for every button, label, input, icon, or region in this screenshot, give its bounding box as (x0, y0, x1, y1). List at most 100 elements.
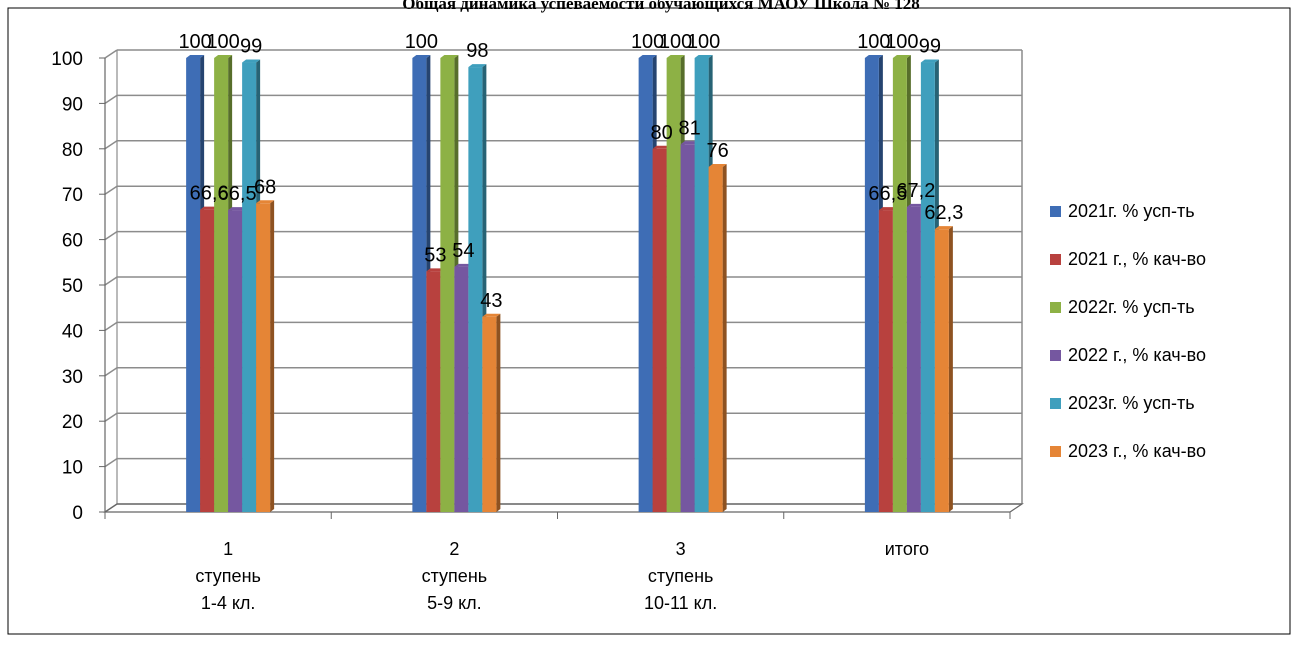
y-tick-label: 80 (62, 140, 83, 161)
bar-front (920, 62, 935, 512)
y-tick-label: 100 (51, 49, 83, 70)
data-label: 100 (206, 31, 239, 53)
bar-top (186, 55, 205, 58)
bar-front (242, 62, 257, 512)
legend-label: 2023 г., % кач-во (1068, 441, 1206, 461)
y-tick-label: 90 (62, 94, 83, 115)
bar-front (468, 67, 483, 512)
legend-item: 2022г. % усп-ть (1050, 297, 1195, 317)
bar-side (496, 313, 501, 512)
x-category-label: 1 (223, 539, 233, 559)
legend-label: 2021г. % усп-ть (1068, 201, 1195, 221)
legend-label: 2023г. % усп-ть (1068, 393, 1195, 413)
legend-item: 2022 г., % кач-во (1050, 345, 1206, 365)
bar-front (200, 209, 215, 513)
y-tick-label: 60 (62, 231, 83, 252)
x-category-label: 2 (449, 539, 459, 559)
bar-top (680, 141, 699, 145)
data-label: 80 (651, 122, 673, 144)
bar-top (638, 55, 657, 58)
bar-front (694, 58, 709, 512)
bar-top (242, 59, 261, 63)
y-tick-label: 0 (72, 503, 83, 524)
x-category-label: ступень (422, 566, 488, 586)
bar-top (468, 64, 487, 68)
gridline-depth (104, 321, 118, 332)
legend-item: 2023 г., % кач-во (1050, 441, 1206, 461)
data-label: 99 (919, 36, 941, 58)
gridline-depth (104, 49, 118, 59)
bar-top (906, 203, 925, 207)
bar-top (920, 59, 939, 63)
bar-top (694, 55, 713, 58)
x-category-label: ступень (648, 566, 714, 586)
bar-side (948, 226, 953, 512)
x-category-label: ступень (195, 566, 261, 586)
x-category-label: 5-9 кл. (427, 593, 482, 613)
bar-front (638, 58, 653, 512)
legend-item: 2021г. % усп-ть (1050, 201, 1195, 221)
y-tick-label: 50 (62, 276, 83, 297)
bar-front (482, 316, 497, 512)
axes: 0 10 20 30 40 50 60 70 80 90 100 1 ступень 1-4 кл. 2 ст… (51, 49, 1024, 613)
bar-top (708, 163, 727, 167)
y-tick-label: 70 (62, 185, 83, 206)
gridline-depth (104, 140, 118, 150)
gridline-depth (104, 230, 118, 241)
chart-frame (7, 7, 1291, 635)
gridline-depth (104, 185, 118, 195)
bar (708, 163, 727, 512)
data-label: 100 (687, 31, 720, 53)
bars (186, 55, 953, 513)
bar-front (454, 266, 469, 512)
bar-front (412, 58, 427, 512)
data-label: 100 (857, 31, 890, 53)
legend-swatch (1050, 398, 1061, 409)
bar (934, 226, 953, 512)
data-label: 43 (480, 290, 502, 312)
x-category-label: 3 (676, 539, 686, 559)
bar (482, 313, 501, 512)
y-tick-label: 40 (62, 321, 83, 342)
x-category-label: 1-4 кл. (201, 593, 256, 613)
bar-top (666, 55, 685, 58)
bar-front (906, 206, 921, 513)
data-label: 81 (679, 117, 701, 139)
data-label: 98 (466, 40, 488, 62)
bar-front (186, 58, 201, 512)
bar-top (892, 55, 911, 58)
bar-top (864, 55, 883, 58)
gridline-depth (104, 276, 118, 286)
bar-front (426, 271, 441, 512)
data-label: 100 (178, 31, 211, 53)
legend-swatch (1050, 446, 1061, 457)
legend-swatch (1050, 350, 1061, 361)
bar-top (256, 200, 275, 204)
data-label: 100 (631, 31, 664, 53)
x-category-label: 10-11 кл. (644, 593, 717, 613)
bar-side (722, 163, 727, 512)
bar-front (214, 58, 229, 512)
chart-title: Общая динамика успеваемости обучающихся … (402, 0, 919, 13)
data-label: 66,6 (190, 183, 229, 205)
bar-top (412, 55, 431, 58)
data-label: 62,3 (924, 202, 963, 224)
legend-swatch (1050, 206, 1061, 217)
bar-front (864, 58, 879, 512)
bar-top (482, 313, 501, 317)
bar-front (228, 210, 243, 512)
data-label: 66,5 (868, 183, 907, 205)
bar-top (652, 145, 671, 149)
data-label: 100 (885, 31, 918, 53)
gridline-depth (104, 367, 118, 377)
legend-swatch (1050, 302, 1061, 313)
data-label: 67,2 (896, 180, 935, 202)
legend-item: 2023г. % усп-ть (1050, 393, 1195, 413)
x-category-label: итого (885, 539, 929, 559)
y-tick-label: 30 (62, 367, 83, 388)
bar-top (878, 207, 897, 211)
y-tick-label: 20 (62, 412, 83, 433)
bar-side (270, 200, 275, 512)
bar-top (440, 55, 459, 58)
